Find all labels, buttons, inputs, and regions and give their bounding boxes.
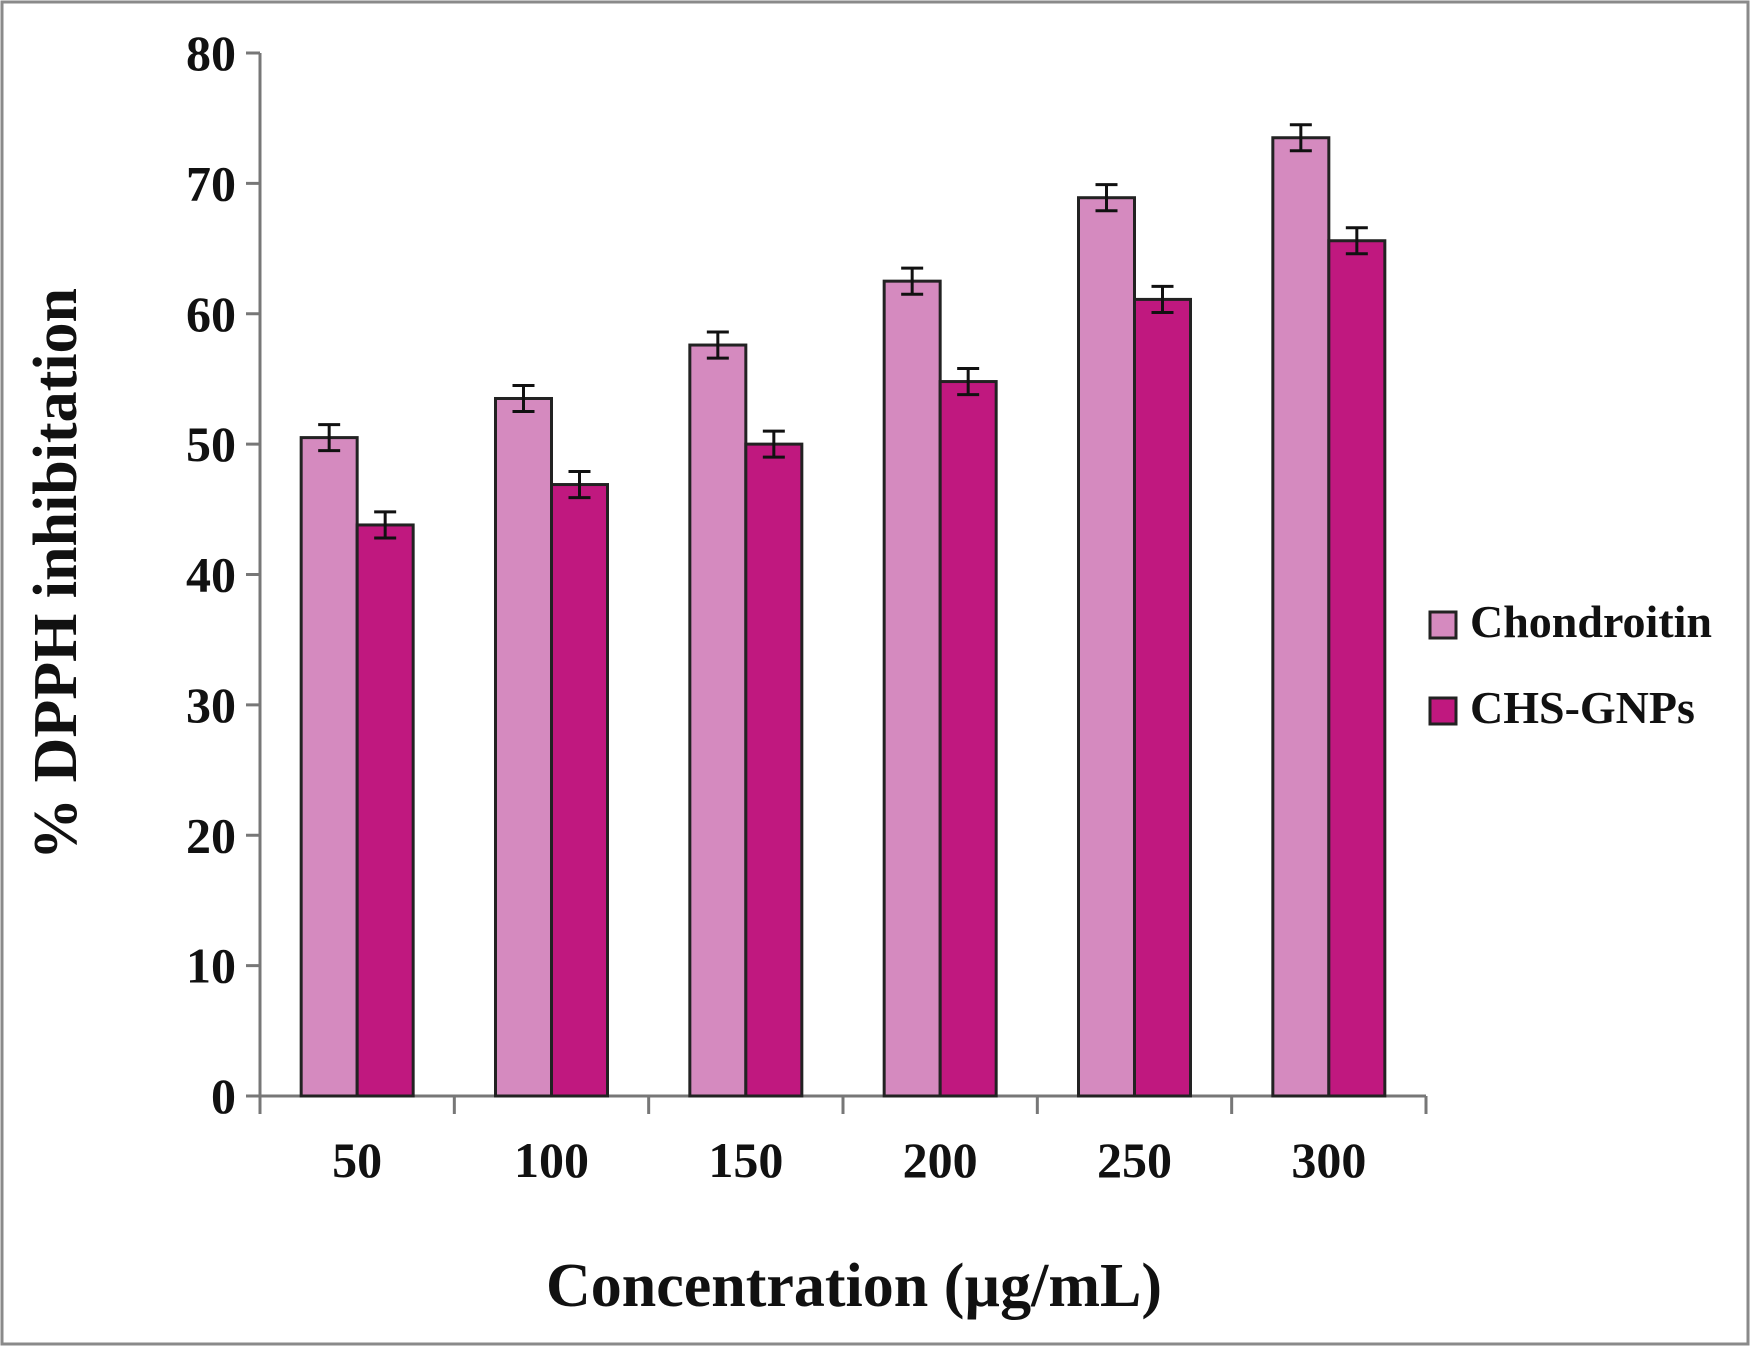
y-tick-label: 0 xyxy=(211,1068,236,1124)
y-tick-label: 20 xyxy=(186,807,236,863)
bar-chondroitin-100 xyxy=(494,396,553,1098)
y-tick-label: 30 xyxy=(186,677,236,733)
x-tick-label: 200 xyxy=(903,1132,978,1188)
error-bar-chs-gnps-300 xyxy=(1345,226,1368,256)
bar-chs-gnps-300 xyxy=(1327,239,1387,1098)
error-bar-chondroitin-150 xyxy=(706,330,729,360)
bar-chondroitin-300 xyxy=(1271,136,1331,1098)
legend-swatch-chs-gnps xyxy=(1428,696,1458,726)
bar-chs-gnps-100 xyxy=(550,483,609,1098)
error-bar-chs-gnps-100 xyxy=(568,470,591,500)
legend-swatch-chondroitin xyxy=(1428,610,1458,640)
x-tick-label: 50 xyxy=(332,1132,382,1188)
error-bar-chondroitin-250 xyxy=(1095,183,1118,213)
error-bar-chs-gnps-250 xyxy=(1151,284,1174,314)
x-axis-title: Concentration (µg/mL) xyxy=(546,1252,1162,1320)
y-axis-title: % DPPH inhibitation xyxy=(22,288,90,860)
error-bar-chs-gnps-200 xyxy=(957,367,980,397)
y-tick-label: 10 xyxy=(186,938,236,994)
bars xyxy=(299,136,1387,1098)
error-bar-chs-gnps-150 xyxy=(762,429,785,459)
x-tick-label: 150 xyxy=(708,1132,783,1188)
bar-chondroitin-200 xyxy=(882,279,942,1098)
x-tick-label: 300 xyxy=(1291,1132,1366,1188)
x-ticks: 50 100 150 200 250 300 xyxy=(258,1096,1428,1188)
legend: Chondroitin CHS-GNPs xyxy=(1428,596,1712,733)
bar-chs-gnps-250 xyxy=(1133,297,1192,1098)
y-tick-label: 80 xyxy=(186,25,236,81)
error-bar-chondroitin-50 xyxy=(318,423,341,453)
error-bar-chondroitin-200 xyxy=(901,266,924,296)
bar-chs-gnps-200 xyxy=(938,380,998,1098)
bar-chondroitin-50 xyxy=(299,436,359,1098)
error-bars xyxy=(318,123,1368,540)
x-tick-label: 250 xyxy=(1097,1132,1172,1188)
legend-label-chs-gnps: CHS-GNPs xyxy=(1470,682,1695,733)
bar-chs-gnps-150 xyxy=(744,442,804,1098)
error-bar-chondroitin-300 xyxy=(1289,123,1312,153)
bar-chondroitin-150 xyxy=(688,343,748,1098)
x-tick-label: 100 xyxy=(514,1132,589,1188)
y-tick-label: 40 xyxy=(186,547,236,603)
legend-label-chondroitin: Chondroitin xyxy=(1470,596,1712,647)
y-ticks: 0 10 20 30 40 50 60 70 80 xyxy=(186,25,260,1124)
error-bar-chs-gnps-50 xyxy=(374,510,397,540)
bar-chs-gnps-50 xyxy=(355,523,415,1098)
y-tick-label: 60 xyxy=(186,286,236,342)
y-tick-label: 50 xyxy=(186,416,236,472)
error-bar-chondroitin-100 xyxy=(512,383,535,414)
bar-chondroitin-250 xyxy=(1077,196,1136,1098)
y-tick-label: 70 xyxy=(186,155,236,211)
